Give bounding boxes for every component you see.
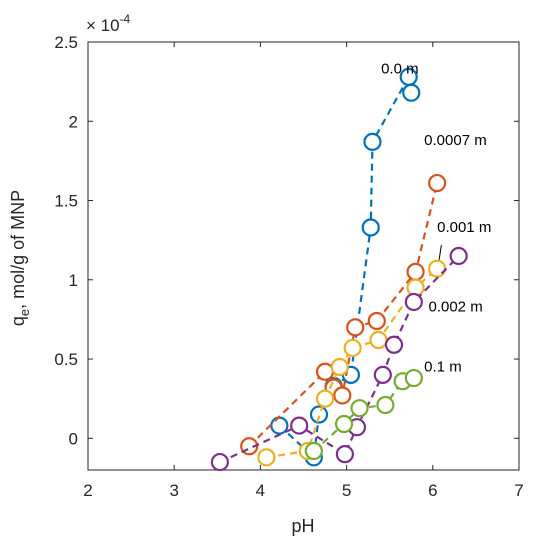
- data-point: [373, 365, 392, 384]
- data-point: [367, 311, 386, 331]
- data-point: [369, 330, 388, 350]
- y-axis-label: qe, mol/g of MNP: [8, 190, 32, 326]
- series-annotation: 0.1 m: [424, 359, 462, 376]
- y-tick-label: 2.5: [54, 33, 78, 52]
- series-annotation: 0.0007 m: [424, 132, 487, 149]
- x-tick-label: 5: [342, 481, 351, 500]
- series-annotation: 0.001 m: [437, 219, 491, 236]
- data-point: [376, 395, 395, 415]
- series-line: [266, 267, 438, 459]
- data-point: [343, 338, 362, 358]
- data-point: [449, 246, 468, 266]
- y-axis-label-rest: , mol/g of MNP: [8, 190, 28, 309]
- data-point: [346, 318, 365, 337]
- y-axis: 0 0.5 1 1.5 2 2.5: [54, 33, 519, 448]
- x-tick-label: 7: [514, 481, 523, 500]
- y-tick-label: 1.5: [54, 192, 78, 211]
- plot-area: [87, 41, 520, 471]
- y-axis-label-main: q: [8, 316, 28, 326]
- data-point: [315, 389, 335, 408]
- data-point: [363, 132, 382, 151]
- data-point: [402, 83, 421, 102]
- data-point: [330, 357, 349, 377]
- y-tick-label: 2: [69, 112, 78, 131]
- x-tick-label: 3: [169, 481, 178, 500]
- data-point: [257, 448, 276, 467]
- data-point: [210, 452, 229, 472]
- y-axis-label-sub: e: [17, 309, 32, 316]
- series-0-0007-m: [240, 173, 447, 456]
- data-point: [334, 414, 354, 434]
- series-layer: [210, 67, 468, 472]
- x-axis-label: pH: [291, 516, 314, 536]
- y-exponent-label: × 10-4: [86, 12, 131, 35]
- data-point: [406, 262, 425, 281]
- series-annotation: 0.0 m: [381, 61, 419, 78]
- annotation-layer: 0.0 m 0.0007 m 0.001 m 0.002 m 0.1 m: [381, 61, 491, 376]
- y-tick-label: 0.5: [54, 350, 78, 369]
- x-axis: 2 3 4 5 6 7: [83, 42, 524, 500]
- data-point: [333, 386, 352, 405]
- annotation-leader: [438, 244, 442, 260]
- y-tick-label: 1: [69, 271, 78, 290]
- y-exponent-prefix: × 10: [86, 16, 120, 35]
- data-point: [404, 292, 423, 312]
- series-annotation: 0.002 m: [428, 298, 482, 315]
- data-point: [290, 416, 309, 435]
- data-point: [428, 259, 447, 278]
- data-point: [428, 173, 447, 193]
- data-point: [361, 218, 380, 237]
- x-tick-label: 6: [428, 481, 437, 500]
- data-point: [304, 441, 323, 461]
- x-tick-label: 2: [83, 481, 92, 500]
- x-tick-label: 4: [256, 481, 265, 500]
- data-point: [335, 445, 354, 464]
- data-point: [384, 335, 404, 354]
- data-point: [309, 405, 329, 424]
- data-point: [404, 368, 423, 388]
- series-0-1-m: [304, 368, 423, 461]
- series-0-002-m: [210, 246, 468, 472]
- y-tick-label: 0: [69, 429, 78, 448]
- data-point: [350, 399, 369, 418]
- plot-box: [87, 41, 520, 471]
- y-exponent-power: -4: [120, 12, 131, 26]
